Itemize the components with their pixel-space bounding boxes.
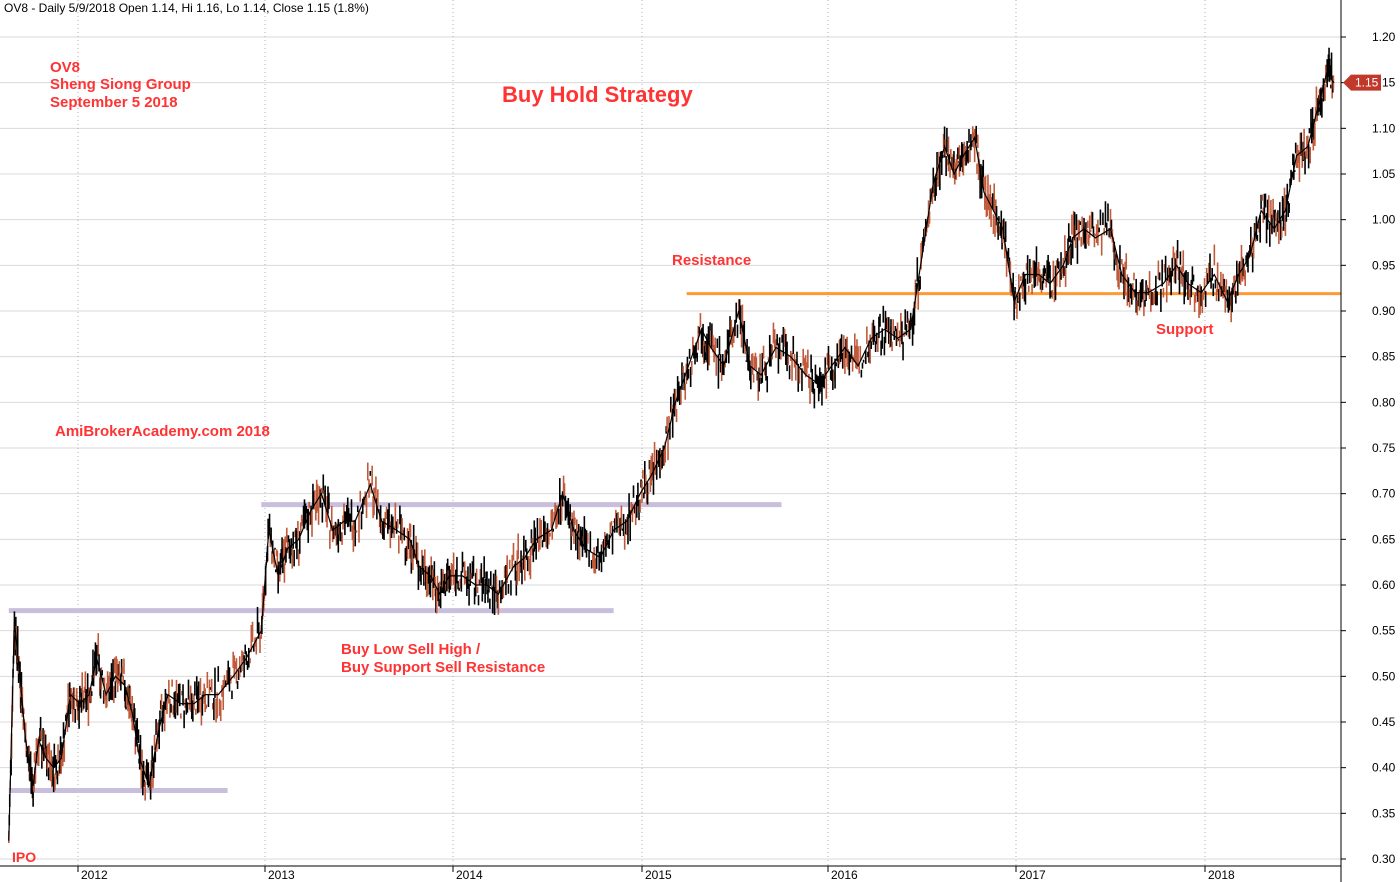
y-tick-label: 0.40 xyxy=(1372,761,1396,775)
y-tick-label: 0.30 xyxy=(1372,852,1396,866)
last-price-value: 1.15 xyxy=(1355,76,1379,90)
y-axis: 0.30 0.35 0.40 0.45 0.50 0.55 0.60 0.65 0.70 0.75… xyxy=(1341,30,1396,866)
x-tick-label: 2012 xyxy=(81,868,108,882)
x-axis: 2012 2013 2014 2015 2016 2017 2018 xyxy=(77,866,1235,882)
y-tick-label: 0.65 xyxy=(1372,532,1396,546)
y-tick-label: 0.75 xyxy=(1372,441,1396,455)
x-tick-label: 2017 xyxy=(1019,868,1046,882)
chart-title: Buy Hold Strategy xyxy=(502,82,693,107)
watermark-label: AmiBrokerAcademy.com 2018 xyxy=(55,423,270,440)
x-tick-label: 2015 xyxy=(645,868,672,882)
y-tick-label: 0.55 xyxy=(1372,624,1396,638)
price-series xyxy=(8,47,1335,844)
y-tick-label: 0.85 xyxy=(1372,350,1396,364)
last-price-tag: 1.15 xyxy=(1343,74,1381,91)
strategy-line-1: Buy Low Sell High / xyxy=(341,641,481,658)
x-tick-label: 2013 xyxy=(268,868,295,882)
x-tick-label: 2018 xyxy=(1208,868,1235,882)
resistance-label: Resistance xyxy=(672,252,751,269)
ipo-label: IPO xyxy=(12,849,36,865)
y-tick-label: 0.70 xyxy=(1372,487,1396,501)
y-tick-label: 0.80 xyxy=(1372,395,1396,409)
y-tick-label: 1.20 xyxy=(1372,30,1396,44)
y-tick-label: 0.35 xyxy=(1372,806,1396,820)
strategy-line-2: Buy Support Sell Resistance xyxy=(341,659,545,676)
x-tick-label: 2014 xyxy=(456,868,483,882)
y-tick-label: 0.90 xyxy=(1372,304,1396,318)
y-tick-label: 0.50 xyxy=(1372,669,1396,683)
x-tick-label: 2016 xyxy=(831,868,858,882)
date-label: September 5 2018 xyxy=(50,94,178,111)
y-tick-label: 1.10 xyxy=(1372,121,1396,135)
y-tick-label: 0.45 xyxy=(1372,715,1396,729)
ticker-label: OV8 xyxy=(50,59,80,76)
last-price-marker xyxy=(1343,74,1381,91)
support-label: Support xyxy=(1156,321,1214,338)
close-price-line xyxy=(8,72,1335,841)
y-tick-label: 1.00 xyxy=(1372,213,1396,227)
company-label: Sheng Siong Group xyxy=(50,76,191,93)
y-tick-label: 0.60 xyxy=(1372,578,1396,592)
y-tick-label: 0.95 xyxy=(1372,258,1396,272)
y-tick-label: 1.05 xyxy=(1372,167,1396,181)
chart-header: OV8 - Daily 5/9/2018 Open 1.14, Hi 1.16,… xyxy=(4,1,369,15)
